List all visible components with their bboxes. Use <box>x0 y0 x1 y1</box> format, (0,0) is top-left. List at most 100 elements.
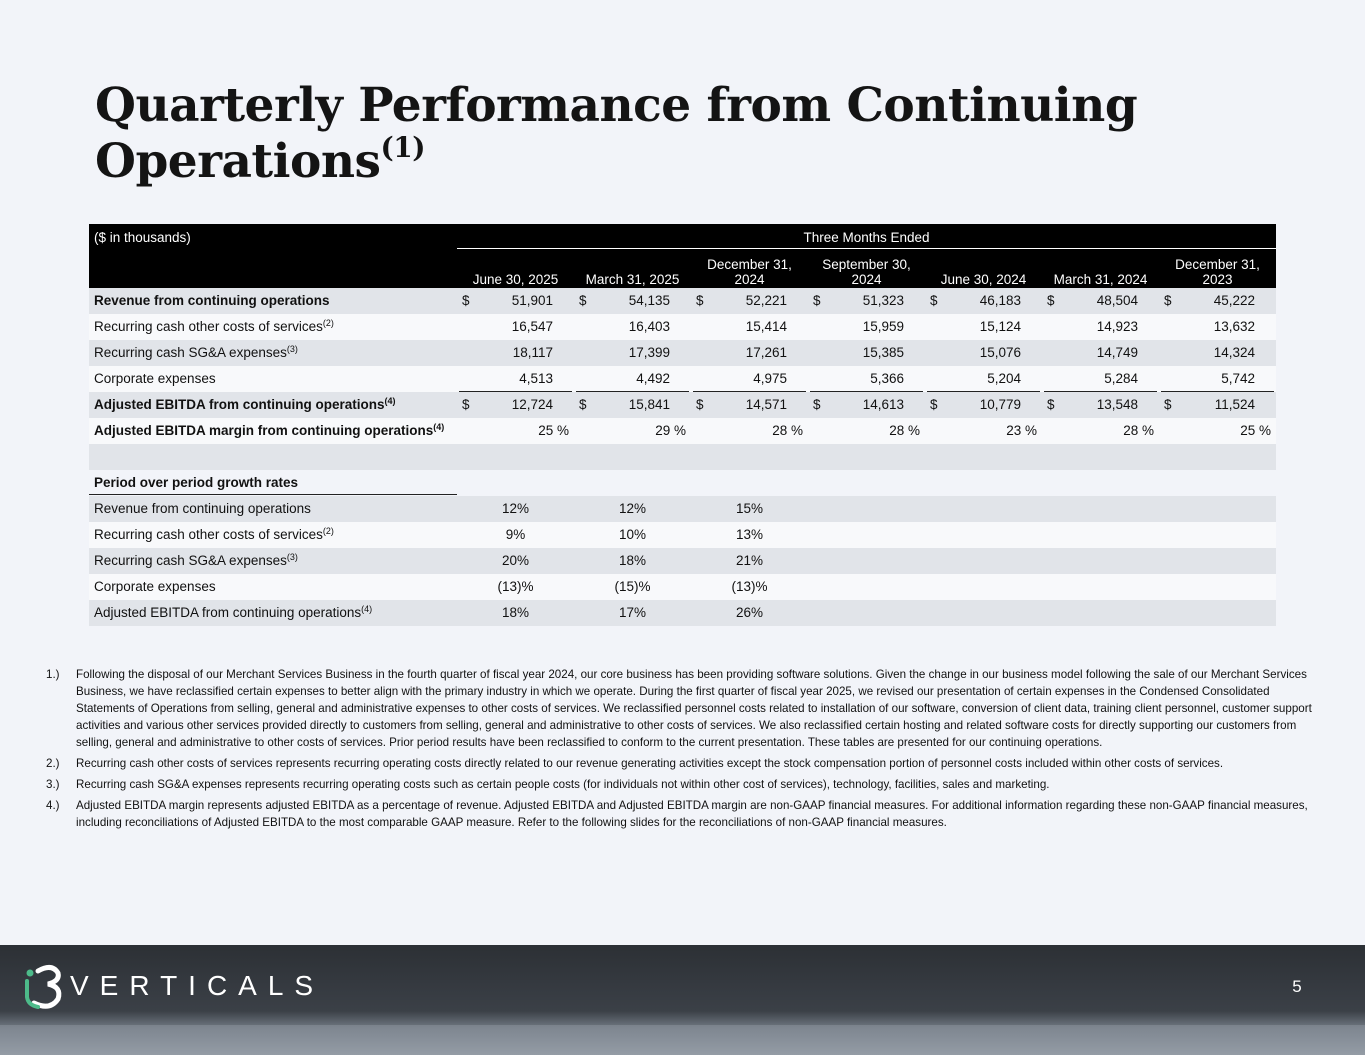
column-header: September 30, 2024 <box>822 257 911 287</box>
currency-sign: $ <box>696 293 704 308</box>
growth-value: (15)% <box>614 579 651 594</box>
unit-label: ($ in thousands) <box>94 230 191 245</box>
growth-value: 18% <box>501 605 530 620</box>
footnote-text: Recurring cash SG&A expenses represents … <box>76 778 1050 791</box>
currency-sign: $ <box>1047 397 1055 412</box>
table-value: 15,841 <box>628 397 670 412</box>
logo-three <box>31 965 62 1009</box>
growth-value: 12% <box>501 501 530 516</box>
row-note: (4) <box>384 396 396 406</box>
table-value: 15,076 <box>979 345 1021 360</box>
row-label-text: Adjusted EBITDA from continuing operatio… <box>94 397 385 412</box>
growth-value: 20% <box>501 553 530 568</box>
table-value: 54,135 <box>628 293 670 308</box>
column-header: March 31, 2024 <box>1053 272 1148 287</box>
row-label-text: Recurring cash other costs of services <box>94 527 323 542</box>
table-value: 4,492 <box>636 371 670 386</box>
table-value: 14,571 <box>745 397 787 412</box>
table-value: 15,385 <box>862 345 904 360</box>
row-label-text: Revenue from continuing operations <box>94 293 330 308</box>
row-note: (3) <box>286 344 298 354</box>
currency-sign: $ <box>930 397 938 412</box>
column-header: June 30, 2025 <box>472 272 559 287</box>
column-header: June 30, 2024 <box>940 272 1027 287</box>
table-value: 5,742 <box>1221 371 1255 386</box>
table-value: 13,632 <box>1213 319 1255 334</box>
section-header: Period over period growth rates <box>94 475 299 490</box>
table-value: 12,724 <box>511 397 553 412</box>
row-bg <box>89 288 1276 314</box>
row-label-text: Corporate expenses <box>94 371 216 386</box>
row-label: Adjusted EBITDA from continuing operatio… <box>94 396 396 413</box>
column-header: December 31, 2024 <box>707 257 792 287</box>
row-bg <box>89 444 1276 470</box>
table-value: 46,183 <box>979 293 1021 308</box>
footer: VERTICALS 5 <box>0 945 1365 1055</box>
row-bg <box>89 340 1276 366</box>
footnote-text: Recurring cash other costs of services r… <box>76 757 1224 770</box>
footnote: 4.) Adjusted EBITDA margin represents adj… <box>46 797 1321 831</box>
table-value: 15,414 <box>745 319 787 334</box>
footnote-number: 2.) <box>46 757 60 770</box>
currency-sign: $ <box>579 293 587 308</box>
currency-sign: $ <box>930 293 938 308</box>
row-label: Adjusted EBITDA from continuing operatio… <box>94 604 373 621</box>
table-value: 18,117 <box>512 345 553 360</box>
row-bg <box>89 548 1276 574</box>
table-value: 5,204 <box>987 371 1021 386</box>
growth-value: 13% <box>735 527 764 542</box>
footnote: 3.) Recurring cash SG&A expenses represen… <box>46 776 1321 793</box>
row-note: (3) <box>286 552 298 562</box>
row-label: Adjusted EBITDA margin from continuing o… <box>94 423 444 439</box>
row-note: (2) <box>322 526 334 536</box>
subtotal-rule <box>693 391 806 392</box>
row-label: Revenue from continuing operations <box>94 293 330 308</box>
footnote-text: Following the disposal of our Merchant S… <box>76 668 1312 749</box>
currency-sign: $ <box>1047 293 1055 308</box>
footer-graphics: VERTICALS 5 <box>0 965 1365 1055</box>
table-value: 14,324 <box>1213 345 1255 360</box>
row-note: (4) <box>361 604 373 614</box>
footnote: 2.) Recurring cash other costs of service… <box>46 755 1321 772</box>
table-value: 5,366 <box>870 371 904 386</box>
table-value: 15,959 <box>862 319 904 334</box>
row-bg <box>89 600 1276 626</box>
growth-value: (13)% <box>731 579 768 594</box>
table-value: 11,524 <box>1214 397 1255 412</box>
title-text: Quarterly Performance from Continuing Op… <box>95 78 1138 189</box>
table-value: 4,513 <box>519 371 553 386</box>
footnote-number: 4.) <box>46 799 60 812</box>
subtotal-rule <box>1044 391 1157 392</box>
table-value: 25 % <box>1240 423 1271 438</box>
row-label-text: Adjusted EBITDA from continuing operatio… <box>94 605 362 620</box>
table-value: 51,323 <box>862 293 904 308</box>
table-value: 16,403 <box>628 319 670 334</box>
footnote-number: 3.) <box>46 778 60 791</box>
growth-value: 15% <box>735 501 764 516</box>
table-value: 13,548 <box>1096 397 1138 412</box>
row-bg <box>89 314 1276 340</box>
page-number: 5 <box>1292 977 1301 996</box>
row-label: Recurring cash other costs of services(2… <box>94 526 334 543</box>
section-rule <box>89 494 457 495</box>
growth-value: 26% <box>735 605 764 620</box>
growth-value: 21% <box>735 553 764 568</box>
footer-strip <box>0 1025 1365 1055</box>
performance-table: ($ in thousands) Three Months Ended June 3… <box>89 224 1276 626</box>
table-value: 14,749 <box>1096 345 1138 360</box>
column-header: March 31, 2025 <box>585 272 680 287</box>
row-label-text: Revenue from continuing operations <box>94 501 311 516</box>
growth-value: (13)% <box>497 579 534 594</box>
row-bg <box>89 366 1276 392</box>
table-value: 16,547 <box>511 319 553 334</box>
table-value: 17,261 <box>745 345 787 360</box>
row-bg <box>89 496 1276 522</box>
table-value: 29 % <box>655 423 686 438</box>
row-label-text: Recurring cash other costs of services <box>94 319 323 334</box>
table-value: 14,923 <box>1096 319 1138 334</box>
currency-sign: $ <box>813 293 821 308</box>
slide-title: Quarterly Performance from Continuing Op… <box>95 78 1245 190</box>
table-value: 10,779 <box>979 397 1021 412</box>
footnote: 1.) Following the disposal of our Merchan… <box>46 666 1321 751</box>
table-value: 14,613 <box>862 397 904 412</box>
